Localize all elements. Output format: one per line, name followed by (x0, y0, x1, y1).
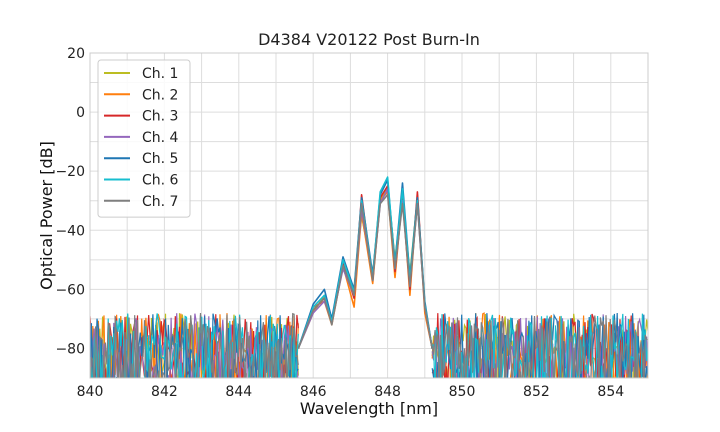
plot-frame (89, 52, 649, 379)
y-tick-label: −80 (55, 341, 85, 357)
legend-item: Ch. 2 (104, 87, 178, 103)
legend: Ch. 1 Ch. 2 Ch. 3 Ch. 4 Ch. 5 Ch. 6 Ch. 7 (97, 59, 191, 218)
legend-label: Ch. 5 (142, 151, 178, 167)
noise-floor-left (90, 312, 299, 378)
y-tick-label: −40 (55, 223, 85, 239)
x-tick-label: 840 (77, 384, 104, 400)
plot-area (90, 176, 648, 378)
legend-item: Ch. 5 (104, 151, 178, 167)
x-tick-label: 852 (523, 384, 550, 400)
legend-item: Ch. 1 (104, 66, 178, 82)
legend-box (97, 59, 191, 218)
noise-floor-right (431, 315, 648, 378)
series-ch-7 (90, 194, 648, 378)
chart-title: D4384 V20122 Post Burn-In (258, 30, 480, 49)
x-tick-label: 848 (374, 384, 401, 400)
legend-label: Ch. 7 (142, 194, 178, 210)
y-tick-label: −20 (55, 164, 85, 180)
legend-item: Ch. 4 (104, 130, 179, 146)
y-tick-label: −60 (55, 282, 85, 298)
legend-item: Ch. 6 (104, 173, 179, 189)
legend-label: Ch. 3 (142, 109, 178, 125)
x-tick-label: 846 (300, 384, 327, 400)
y-tick-label: 0 (76, 105, 85, 121)
legend-label: Ch. 4 (142, 130, 179, 146)
y-axis-label: Optical Power [dB] (37, 141, 56, 290)
x-tick-label: 844 (225, 384, 252, 400)
legend-label: Ch. 6 (142, 173, 179, 189)
spectrum-line (297, 194, 433, 349)
x-axis-label: Wavelength [nm] (300, 399, 438, 418)
x-tick-label: 842 (151, 384, 178, 400)
legend-item: Ch. 3 (104, 109, 178, 125)
tick-labels: 840 842 844 846 848 850 852 854 20 0 −20 −40 −60 −80 (55, 46, 624, 400)
legend-item: Ch. 7 (104, 194, 178, 210)
y-tick-label: 20 (67, 46, 85, 62)
x-tick-label: 854 (597, 384, 624, 400)
legend-label: Ch. 2 (142, 87, 178, 103)
x-tick-label: 850 (449, 384, 476, 400)
legend-label: Ch. 1 (142, 66, 178, 82)
